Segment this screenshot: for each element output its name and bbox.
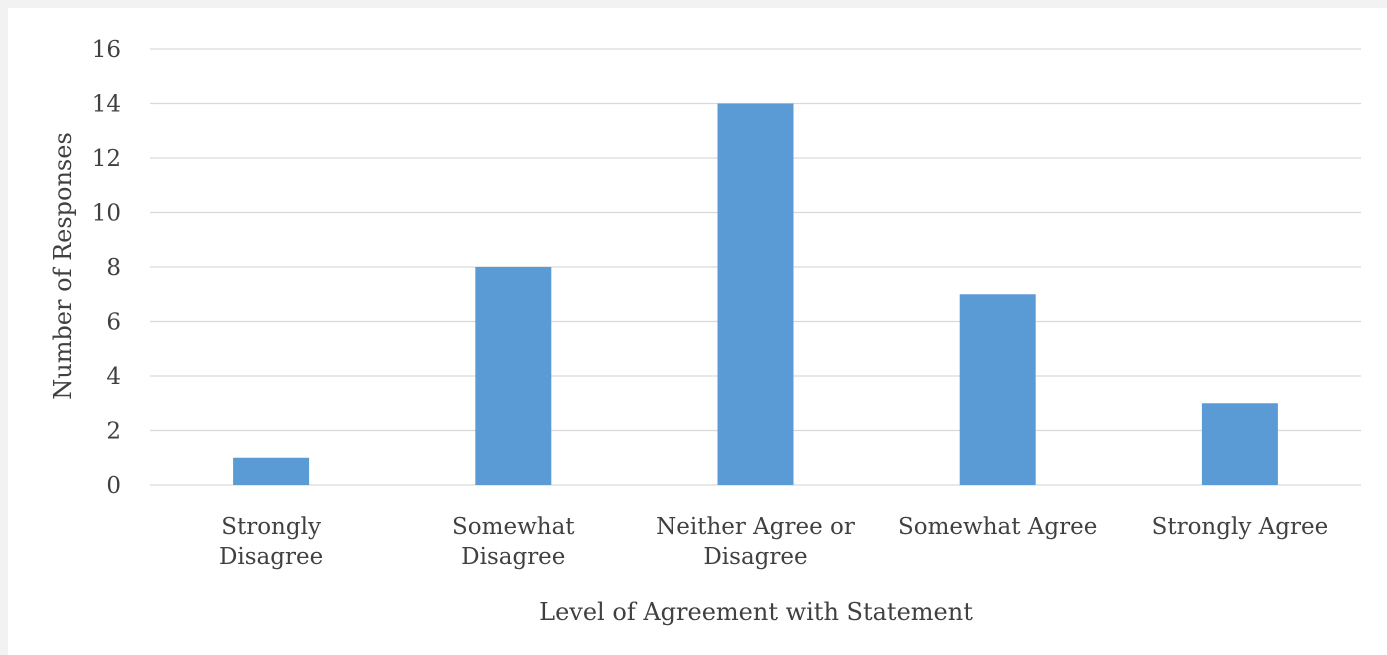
x-tick-label: Somewhat Disagree — [452, 514, 575, 570]
y-tick-label: 6 — [106, 310, 121, 336]
y-tick-label: 0 — [106, 473, 121, 499]
bars — [233, 103, 1278, 485]
x-tick-label: Strongly Disagree — [219, 514, 323, 570]
y-tick-label: 12 — [92, 146, 121, 172]
chart-frame — [8, 8, 1387, 655]
bar — [717, 103, 794, 485]
x-axis-title: Level of Agreement with Statement — [539, 598, 973, 626]
x-tick-label: Neither Agree or Disagree — [656, 514, 855, 570]
x-axis-category-labels: Strongly Disagree Somewhat Disagree Neither … — [219, 514, 1328, 570]
y-axis-title: Number of Responses — [49, 132, 77, 400]
bar — [959, 294, 1036, 485]
bar — [1201, 403, 1278, 485]
y-tick-label: 16 — [92, 37, 121, 63]
y-tick-label: 14 — [92, 92, 121, 118]
x-tick-label: Strongly Agree — [1152, 514, 1329, 540]
y-tick-label: 2 — [106, 419, 121, 445]
y-tick-label: 10 — [92, 201, 121, 227]
x-tick-label: Somewhat Agree — [898, 514, 1097, 540]
bar — [475, 267, 552, 485]
y-tick-label: 4 — [106, 364, 121, 390]
bar — [233, 457, 310, 485]
y-axis-tick-labels: 0 2 4 6 8 10 12 14 16 — [92, 37, 121, 499]
y-tick-label: 8 — [106, 255, 121, 281]
